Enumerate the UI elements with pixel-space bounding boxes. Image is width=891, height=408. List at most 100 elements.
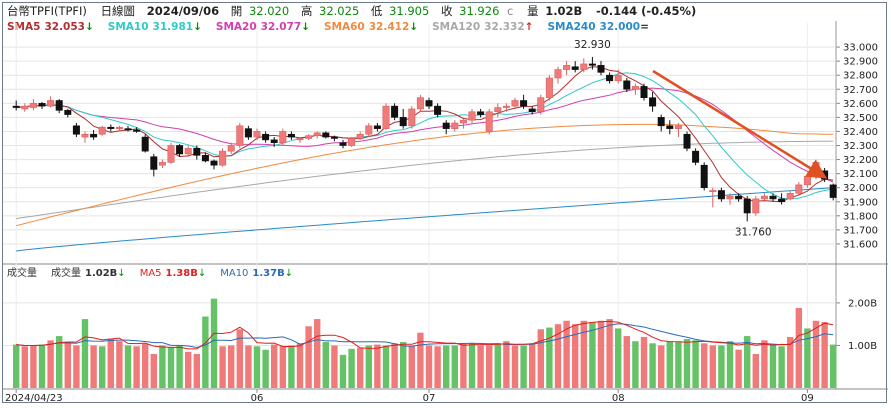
candle-body bbox=[115, 126, 123, 129]
svg-text:台幣TPFI(TPFI) 日線圖 2024/: 台幣TPFI(TPFI) 日線圖 2024/09/06 開 32.020 高 3… bbox=[7, 4, 696, 18]
volume-bar bbox=[675, 342, 682, 388]
candle bbox=[348, 137, 356, 147]
candle bbox=[356, 131, 364, 140]
price-tick-label: 32.900 bbox=[843, 57, 878, 68]
candle-body bbox=[356, 133, 364, 139]
ma-legend-arrow: = bbox=[640, 21, 649, 33]
candle bbox=[64, 108, 72, 118]
volume-bar bbox=[468, 343, 476, 388]
candle bbox=[287, 131, 295, 140]
candle-body bbox=[786, 193, 794, 200]
change-value: -0.144 (-0.45%) bbox=[596, 4, 696, 18]
price-tick-label: 32.500 bbox=[843, 113, 878, 124]
volume-bar bbox=[511, 345, 519, 388]
volume-bar bbox=[572, 324, 579, 388]
volume-bar bbox=[408, 345, 415, 388]
candle-body bbox=[98, 126, 106, 135]
candle bbox=[735, 193, 743, 202]
candle bbox=[614, 69, 622, 84]
ma-legend: SMA5 32.053↓ SMA10 31.981↓ SMA20 32.077↓ SMA60… bbox=[7, 21, 649, 33]
price-tick-label: 32.200 bbox=[843, 155, 878, 166]
volume-tick-label: 2.00B bbox=[848, 298, 877, 309]
candle-body bbox=[55, 100, 63, 111]
candlesticks bbox=[12, 56, 837, 222]
price-tick-label: 31.700 bbox=[843, 225, 878, 236]
candle-body bbox=[47, 100, 55, 107]
candle-body bbox=[141, 136, 149, 152]
volume-bar bbox=[615, 328, 622, 388]
volume-bar bbox=[245, 345, 252, 388]
time-tick-label: 06 bbox=[251, 393, 264, 404]
high-label: 高 bbox=[301, 4, 313, 18]
candle-body bbox=[803, 176, 811, 186]
volume-bar bbox=[176, 345, 183, 388]
volume-bar bbox=[529, 343, 536, 388]
candle bbox=[752, 196, 760, 216]
volume-bar bbox=[21, 346, 28, 388]
candle-body bbox=[72, 125, 80, 135]
candle bbox=[571, 61, 579, 73]
candle-body bbox=[330, 136, 338, 139]
close-label: 收 bbox=[441, 4, 453, 18]
candle bbox=[666, 120, 674, 135]
volume-bar bbox=[236, 329, 243, 388]
candle bbox=[434, 103, 442, 118]
ma-legend-label: SMA20 bbox=[216, 21, 257, 33]
volume-bar bbox=[107, 338, 114, 388]
candle-body bbox=[38, 103, 46, 107]
candle-body bbox=[631, 86, 639, 90]
candle-body bbox=[700, 164, 708, 188]
volume-bar bbox=[486, 345, 493, 388]
candle bbox=[408, 106, 416, 129]
ma-legend-value: 32.077 bbox=[261, 21, 302, 33]
volume-bar bbox=[537, 329, 544, 388]
candle-body bbox=[219, 150, 227, 166]
candle bbox=[210, 159, 218, 170]
sma60-line bbox=[16, 123, 834, 227]
candle bbox=[29, 99, 37, 111]
trend-arrow bbox=[652, 69, 828, 179]
candle-body bbox=[373, 125, 381, 129]
candle-body bbox=[184, 148, 192, 155]
candle bbox=[244, 125, 252, 140]
volume-bar bbox=[331, 345, 338, 388]
candle bbox=[657, 114, 665, 132]
candle-body bbox=[408, 108, 416, 127]
ma-legend-label: SMA10 bbox=[108, 21, 149, 33]
candle-body bbox=[253, 131, 261, 138]
close-suffix: c bbox=[507, 4, 513, 18]
close-value: 31.926 bbox=[459, 4, 499, 18]
bar-date: 2024/09/06 bbox=[147, 4, 219, 18]
low-label: 低 bbox=[371, 4, 383, 18]
volume-bar bbox=[400, 342, 407, 388]
candle bbox=[107, 124, 115, 132]
price-tick-label: 32.100 bbox=[843, 169, 878, 180]
volume-bar bbox=[761, 340, 768, 388]
volume-bar bbox=[580, 320, 587, 388]
candle-body bbox=[201, 155, 209, 162]
candle-body bbox=[709, 190, 717, 193]
candle bbox=[606, 72, 614, 84]
volume-bar bbox=[804, 328, 811, 388]
price-tick-label: 31.900 bbox=[843, 197, 878, 208]
ma-legend-label: SMA60 bbox=[324, 21, 365, 33]
candle-body bbox=[150, 156, 158, 170]
candle bbox=[717, 187, 725, 202]
volume-bar bbox=[124, 345, 132, 388]
volume-bar bbox=[503, 341, 510, 388]
candle-body bbox=[580, 63, 588, 70]
candle-body bbox=[606, 74, 614, 82]
ma-legend-label: SMA5 bbox=[7, 21, 40, 33]
volume-bar bbox=[219, 346, 226, 388]
candle-body bbox=[21, 105, 29, 110]
candle-body bbox=[795, 184, 803, 194]
volume-legend-label: MA10 bbox=[220, 268, 248, 279]
candle bbox=[133, 127, 141, 133]
candle-body bbox=[743, 198, 751, 214]
candle-body bbox=[752, 198, 760, 214]
volume-bar bbox=[116, 341, 123, 388]
volume-legend-label: MA5 bbox=[140, 268, 162, 279]
price-tick-label: 32.300 bbox=[843, 141, 878, 152]
volume-bar bbox=[38, 344, 46, 388]
candle bbox=[631, 83, 639, 95]
